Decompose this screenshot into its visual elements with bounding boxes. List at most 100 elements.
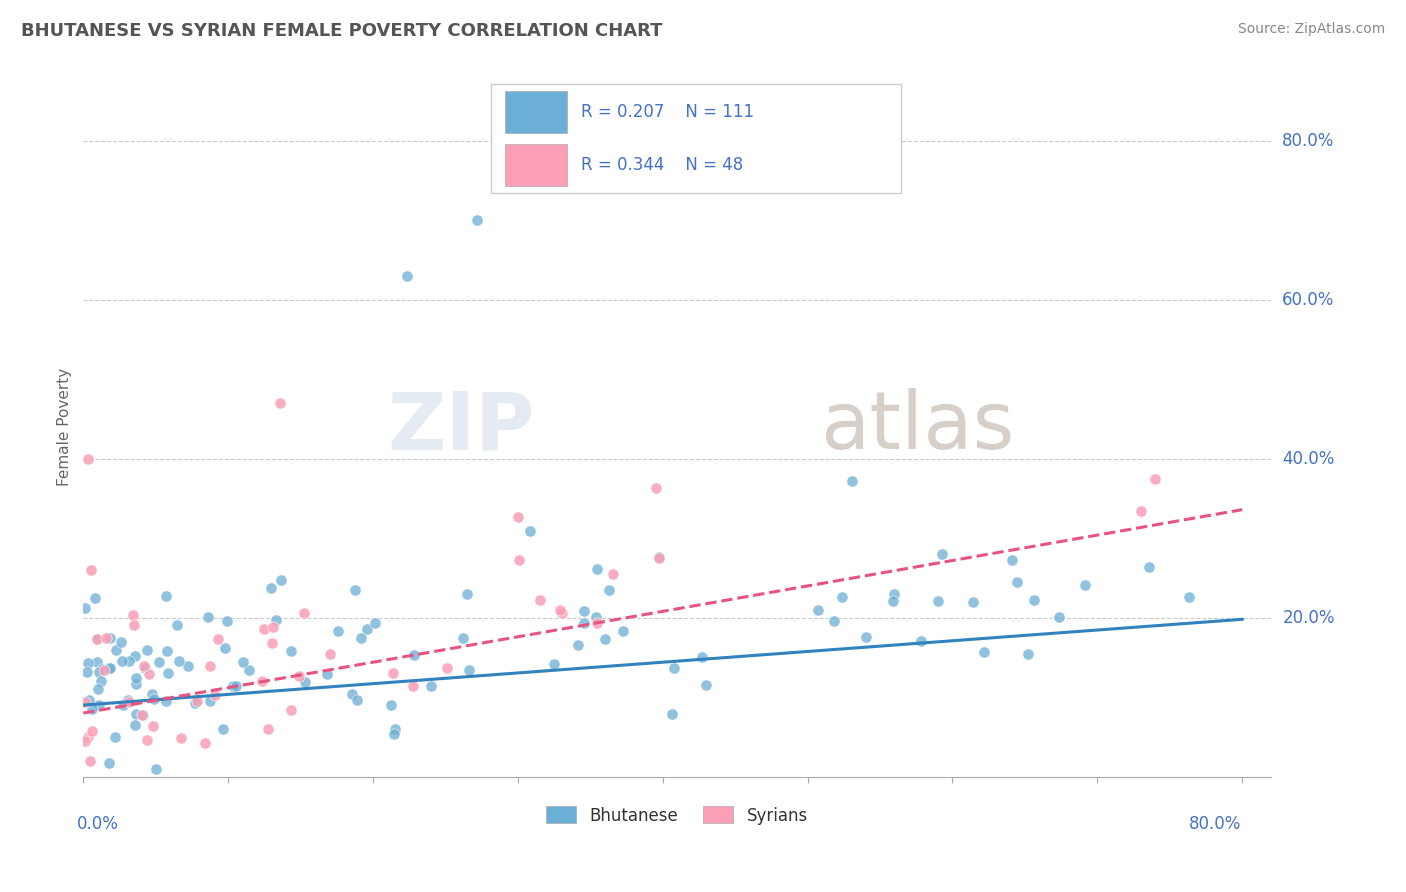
Text: 40.0%: 40.0% (1282, 450, 1334, 467)
Point (97, 661, 120, 675)
Y-axis label: Female Poverty: Female Poverty (58, 368, 72, 486)
Point (806, 603, 828, 617)
Point (198, 658, 221, 673)
Point (194, 736, 217, 750)
Text: 80.0%: 80.0% (1189, 815, 1241, 833)
Point (204, 688, 226, 702)
Point (574, 616, 596, 631)
Point (1074, 577, 1097, 591)
Point (211, 722, 233, 736)
Point (841, 474, 863, 488)
Point (931, 547, 953, 561)
Point (118, 654, 141, 668)
Text: R = 0.207    N = 111: R = 0.207 N = 111 (581, 103, 754, 121)
Point (86, 632, 108, 646)
Text: 80.0%: 80.0% (1282, 132, 1334, 150)
Point (177, 658, 200, 673)
Point (207, 632, 229, 647)
Point (585, 562, 607, 576)
Point (1178, 590, 1201, 604)
Point (910, 634, 932, 648)
Text: Source: ZipAtlas.com: Source: ZipAtlas.com (1237, 22, 1385, 37)
Point (395, 268, 418, 283)
Point (77, 692, 100, 706)
Point (1049, 610, 1071, 624)
Point (567, 638, 589, 652)
Point (456, 587, 478, 601)
Point (98, 660, 121, 674)
Point (350, 632, 373, 646)
Point (402, 648, 425, 662)
Point (585, 610, 607, 624)
Point (465, 213, 488, 227)
Point (661, 706, 683, 721)
Point (280, 703, 302, 717)
Point (86, 632, 108, 646)
Text: R = 0.344    N = 48: R = 0.344 N = 48 (581, 156, 744, 174)
Text: 20.0%: 20.0% (1282, 608, 1334, 627)
Point (382, 665, 405, 680)
Point (328, 624, 350, 638)
Point (198, 694, 221, 708)
Point (76, 665, 98, 680)
Point (250, 674, 273, 689)
Point (280, 644, 302, 658)
Point (135, 733, 157, 747)
Point (110, 635, 132, 649)
Point (142, 691, 165, 706)
FancyBboxPatch shape (505, 91, 567, 134)
Point (225, 679, 247, 693)
Point (262, 636, 284, 650)
Point (97, 756, 120, 771)
Point (132, 707, 155, 722)
Point (75, 601, 97, 615)
Point (927, 594, 949, 608)
Point (117, 693, 139, 707)
Point (612, 624, 634, 638)
Point (529, 592, 551, 607)
Point (690, 649, 713, 664)
Text: BHUTANESE VS SYRIAN FEMALE POVERTY CORRELATION CHART: BHUTANESE VS SYRIAN FEMALE POVERTY CORRE… (21, 22, 662, 40)
Point (823, 614, 845, 628)
Point (269, 396, 291, 410)
Point (77, 451, 100, 466)
Point (551, 607, 574, 621)
Point (186, 694, 208, 708)
Point (80, 724, 103, 739)
Point (384, 723, 406, 737)
Point (111, 698, 134, 712)
Point (855, 630, 877, 644)
Point (1024, 593, 1046, 607)
Point (1139, 559, 1161, 574)
Point (436, 661, 458, 675)
Point (319, 647, 342, 661)
Point (148, 656, 170, 670)
Point (402, 679, 425, 693)
Point (89, 665, 111, 679)
Point (294, 675, 316, 690)
Point (508, 553, 530, 567)
Point (238, 663, 260, 677)
Point (217, 614, 239, 628)
Point (1017, 647, 1039, 661)
Point (124, 676, 146, 690)
Point (363, 615, 385, 630)
Point (155, 590, 177, 604)
Point (166, 617, 188, 632)
Point (602, 567, 624, 582)
Point (648, 550, 671, 565)
Point (508, 510, 530, 524)
Point (156, 665, 179, 680)
FancyBboxPatch shape (491, 85, 900, 193)
Point (155, 694, 177, 708)
Point (104, 730, 127, 744)
Point (973, 645, 995, 659)
Point (131, 707, 153, 722)
Point (543, 657, 565, 672)
Point (270, 574, 292, 588)
Point (122, 618, 145, 632)
Point (831, 591, 853, 605)
Point (316, 667, 339, 681)
Point (96, 632, 118, 646)
Point (79, 563, 101, 577)
